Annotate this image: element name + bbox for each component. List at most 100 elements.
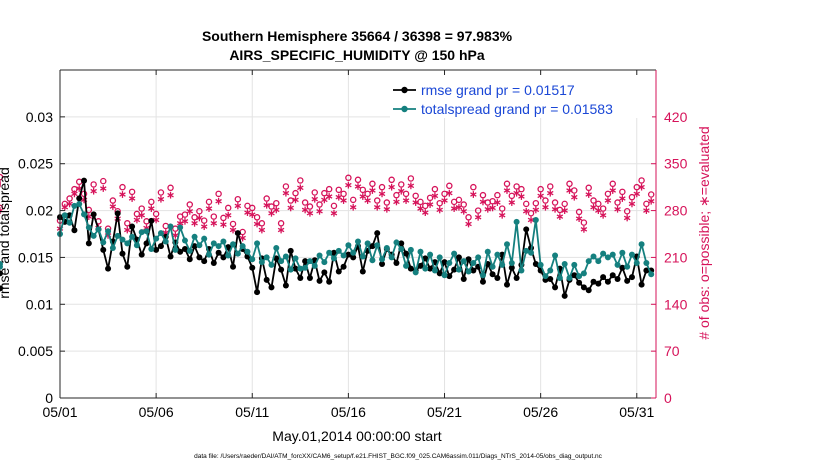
rmse-point (508, 264, 515, 271)
totalspread-point (532, 216, 539, 223)
totalspread-point (157, 230, 164, 237)
obs-possible-point (388, 176, 395, 184)
totalspread-point (407, 246, 414, 253)
obs-possible-point (575, 208, 583, 216)
totalspread-point (162, 238, 169, 245)
obs-evaluated-stroke (152, 217, 160, 223)
obs-evaluated-point (181, 217, 189, 225)
obs-evaluated-point (133, 216, 141, 224)
totalspread-point (556, 275, 563, 282)
obs-evaluated-point (412, 199, 419, 206)
rmse-point (278, 266, 285, 273)
totalspread-point (81, 211, 88, 218)
obs-possible-point (412, 192, 419, 200)
rmse-point (201, 258, 208, 265)
obs-possible-point (431, 185, 439, 193)
obs-evaluated-point (119, 191, 126, 198)
totalspread-point (518, 267, 525, 274)
obs-possible-point (633, 183, 641, 191)
obs-evaluated-point (604, 197, 612, 204)
rmse-point (398, 240, 405, 247)
obs-evaluated-stroke (633, 191, 641, 197)
totalspread-point (167, 223, 174, 230)
obs-evaluated-stroke (460, 208, 468, 214)
obs-evaluated-stroke (522, 208, 530, 214)
obs-possible-point (109, 197, 117, 204)
rmse-point (330, 249, 337, 256)
obs-possible-point (547, 183, 554, 190)
x-tick-label: 05/16 (331, 404, 366, 420)
totalspread-point (600, 250, 607, 257)
rmse-point (359, 268, 366, 275)
obs-evaluated-stroke (220, 222, 227, 227)
totalspread-point (321, 259, 328, 266)
rmse-point (81, 177, 88, 184)
obs-evaluated-point (518, 193, 525, 200)
obs-possible-point (263, 195, 270, 202)
obs-possible-point (465, 214, 472, 221)
obs-possible-point (282, 183, 290, 190)
obs-evaluated-stroke (282, 190, 290, 196)
obs-evaluated-point (522, 207, 530, 215)
obs-possible-point (393, 191, 400, 199)
obs-possible-point (205, 198, 213, 206)
y-tick-label: 0.005 (18, 343, 53, 359)
rmse-point (282, 282, 289, 289)
totalspread-point (114, 232, 121, 239)
obs-evaluated-point (446, 189, 453, 197)
obs-evaluated-stroke (148, 206, 155, 211)
rmse-point (441, 259, 448, 266)
obs-possible-point (532, 199, 540, 207)
obs-evaluated-stroke (484, 206, 492, 212)
obs-evaluated-stroke (205, 206, 213, 211)
obs-evaluated-point (431, 192, 439, 200)
obs-possible-point (498, 205, 506, 212)
obs-evaluated-stroke (119, 192, 126, 197)
totalspread-point (181, 237, 188, 244)
obs-evaluated-point (273, 206, 280, 214)
obs-evaluated-stroke (595, 208, 602, 213)
totalspread-point (268, 261, 275, 268)
obs-evaluated-point (441, 197, 448, 204)
obs-evaluated-point (268, 209, 275, 217)
rmse-point (340, 263, 347, 270)
obs-evaluated-stroke (157, 196, 165, 202)
totalspread-point (388, 254, 395, 261)
rmse-point (403, 250, 410, 257)
obs-evaluated-stroke (628, 201, 636, 207)
totalspread-point (585, 258, 592, 265)
totalspread-point (282, 253, 289, 260)
rmse-point (561, 292, 568, 299)
obs-evaluated-point (244, 209, 251, 216)
y2-tick-label: 420 (664, 109, 688, 125)
obs-evaluated-point (561, 207, 568, 214)
rmse-point (181, 245, 188, 252)
obs-possible-point (340, 190, 347, 198)
obs-evaluated-point (157, 195, 165, 203)
obs-evaluated-stroke (345, 182, 352, 188)
rmse-point (552, 284, 559, 291)
obs-possible-point (628, 193, 636, 201)
totalspread-point (451, 250, 458, 257)
y2-tick-label: 140 (664, 296, 688, 312)
obs-evaluated-point (124, 226, 131, 234)
totalspread-point (206, 251, 212, 258)
obs-evaluated-stroke (412, 200, 419, 205)
totalspread-point (576, 273, 583, 280)
obs-possible-point (148, 198, 155, 206)
totalspread-point (249, 256, 256, 263)
chart-title: Southern Hemisphere 35664 / 36398 = 97.9… (202, 28, 513, 44)
obs-possible-point (345, 174, 352, 182)
rmse-point (119, 250, 126, 257)
obs-evaluated-point (566, 187, 573, 194)
rmse-point (0, 270, 3, 277)
rmse-point (143, 240, 150, 247)
obs-evaluated-stroke (604, 198, 612, 203)
rmse-point (455, 254, 462, 261)
obs-evaluated-point (292, 196, 299, 204)
obs-possible-point (398, 181, 405, 188)
totalspread-point (379, 256, 386, 263)
totalspread-point (446, 260, 453, 267)
obs-possible-point (508, 192, 516, 200)
totalspread-point (523, 247, 530, 254)
